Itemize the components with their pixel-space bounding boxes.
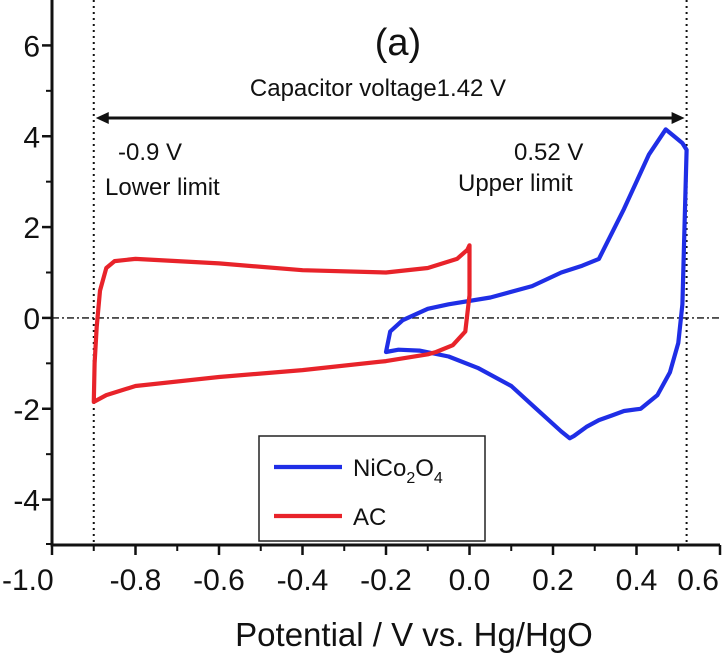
- series-line-ac: [91, 243, 472, 404]
- capacitor-arrow-right-head: [671, 112, 685, 124]
- x-tick-label: -0.6: [193, 564, 245, 597]
- y-tick-label: -2: [13, 394, 40, 427]
- series-line-nico2o4: [383, 127, 689, 441]
- capacitor-arrow-left-head: [95, 112, 109, 124]
- x-tick-label: -1.0: [2, 564, 54, 597]
- legend: NiCo2O4 AC: [258, 435, 486, 542]
- x-tick-label: -0.2: [360, 564, 412, 597]
- x-tick-label: 0.2: [532, 564, 574, 597]
- x-tick-label: -0.4: [277, 564, 329, 597]
- legend-label: NiCo2O4: [353, 455, 443, 487]
- lower-limit-value: -0.9 V: [118, 139, 182, 166]
- upper-limit-label: Upper limit: [458, 170, 573, 197]
- y-tick-label: 2: [23, 212, 40, 245]
- y-tick-label: 4: [23, 121, 40, 154]
- panel-label: (a): [375, 22, 421, 64]
- lower-limit-label: Lower limit: [105, 174, 220, 201]
- x-tick-label: 0.6: [677, 564, 719, 597]
- y-tick-label: 6: [23, 30, 40, 63]
- x-tick-label: 0.4: [616, 564, 658, 597]
- upper-limit-value: 0.52 V: [514, 139, 583, 166]
- y-tick-label: 0: [23, 303, 40, 336]
- legend-box: [258, 435, 486, 542]
- x-tick-label: 0.0: [449, 564, 491, 597]
- y-tick-label: -4: [13, 485, 40, 518]
- capacitor-voltage-label: Capacitor voltage1.42 V: [250, 75, 506, 102]
- x-tick-label: -0.8: [110, 564, 162, 597]
- x-axis-title: Potential / V vs. Hg/HgO: [235, 616, 593, 653]
- ticks: -1.0 -0.8 -0.6 -0.4 -0.2 0.0 0.2 0.4 0.6 -4 -2 0 2 4 6: [2, 30, 722, 597]
- annotations: Capacitor voltage1.42 V -0.9 V Lower limit…: [95, 75, 685, 201]
- plot-area: [52, 0, 720, 545]
- legend-label: AC: [353, 504, 386, 531]
